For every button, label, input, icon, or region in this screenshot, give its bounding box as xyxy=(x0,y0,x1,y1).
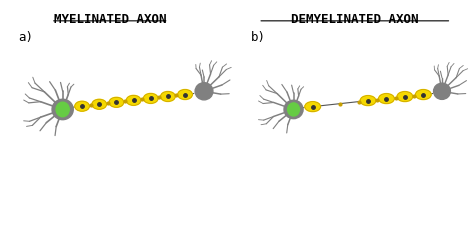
Ellipse shape xyxy=(195,83,213,101)
Ellipse shape xyxy=(360,96,376,106)
Ellipse shape xyxy=(109,98,124,108)
Ellipse shape xyxy=(56,103,69,117)
Text: b): b) xyxy=(251,31,266,44)
Ellipse shape xyxy=(126,96,141,106)
Ellipse shape xyxy=(305,102,320,112)
Ellipse shape xyxy=(379,94,394,104)
Ellipse shape xyxy=(284,101,303,119)
Text: DEMYELINATED AXON: DEMYELINATED AXON xyxy=(291,13,419,26)
Text: MYELINATED AXON: MYELINATED AXON xyxy=(54,13,166,26)
Ellipse shape xyxy=(397,92,413,102)
Ellipse shape xyxy=(161,92,175,102)
Ellipse shape xyxy=(144,94,158,104)
Ellipse shape xyxy=(416,90,431,100)
Ellipse shape xyxy=(434,84,450,100)
Ellipse shape xyxy=(288,104,300,117)
Ellipse shape xyxy=(75,102,90,112)
Ellipse shape xyxy=(52,100,73,120)
Text: a): a) xyxy=(18,31,33,44)
Ellipse shape xyxy=(178,90,192,100)
Ellipse shape xyxy=(92,100,107,110)
